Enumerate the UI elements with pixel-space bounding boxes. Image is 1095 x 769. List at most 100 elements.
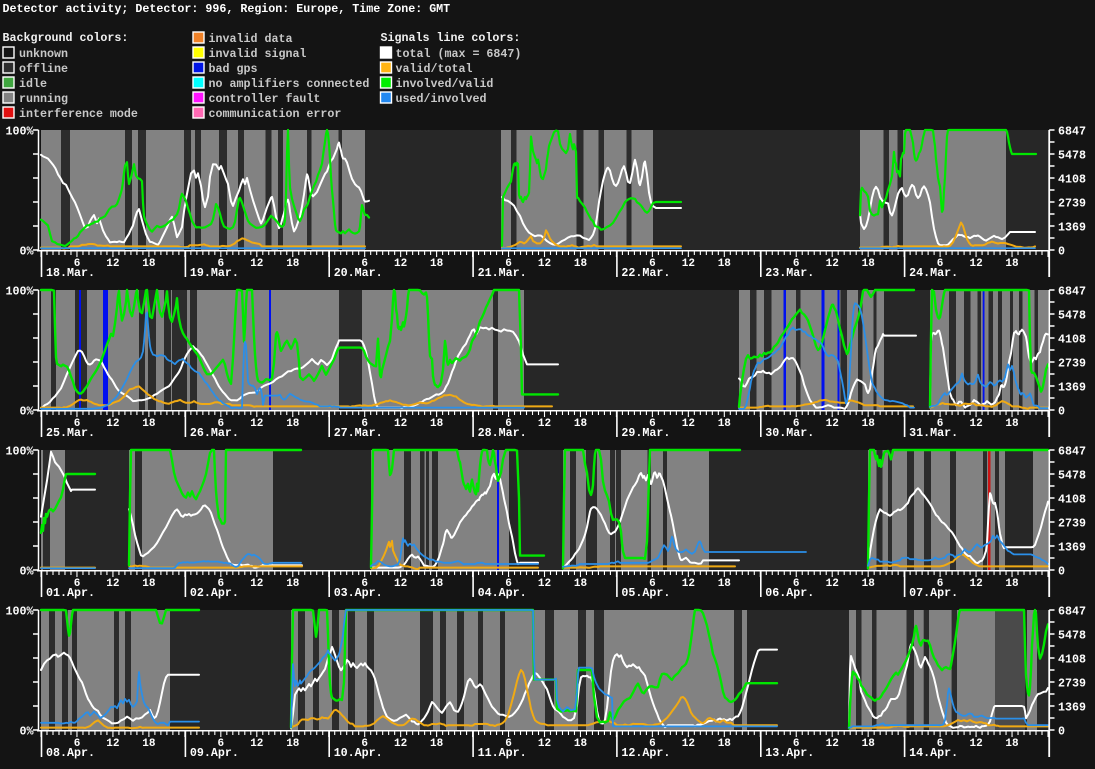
svg-text:05.Apr.: 05.Apr. <box>621 586 670 600</box>
svg-text:12: 12 <box>969 738 982 750</box>
svg-text:24.Mar.: 24.Mar. <box>909 266 958 280</box>
svg-text:0: 0 <box>1058 725 1065 739</box>
svg-text:12: 12 <box>250 418 263 430</box>
svg-text:6: 6 <box>217 738 224 750</box>
svg-text:6847: 6847 <box>1058 125 1086 139</box>
svg-text:18: 18 <box>286 738 300 750</box>
svg-text:unknown: unknown <box>19 47 68 61</box>
svg-text:18: 18 <box>574 738 588 750</box>
svg-text:6: 6 <box>74 418 81 430</box>
svg-text:12: 12 <box>106 578 119 590</box>
svg-text:Signals line colors:: Signals line colors: <box>381 31 521 45</box>
svg-text:6: 6 <box>937 258 944 270</box>
svg-text:invalid signal: invalid signal <box>209 47 307 61</box>
svg-text:valid/total: valid/total <box>396 62 473 76</box>
svg-text:6847: 6847 <box>1058 445 1086 459</box>
svg-text:12: 12 <box>250 738 263 750</box>
svg-text:6: 6 <box>74 738 81 750</box>
svg-text:6: 6 <box>649 418 656 430</box>
svg-text:controller fault: controller fault <box>209 92 321 106</box>
svg-text:6: 6 <box>937 738 944 750</box>
svg-text:06.Apr.: 06.Apr. <box>765 586 814 600</box>
svg-text:6: 6 <box>505 418 512 430</box>
svg-text:28.Mar.: 28.Mar. <box>478 426 527 440</box>
svg-text:27.Mar.: 27.Mar. <box>334 426 383 440</box>
svg-text:6: 6 <box>505 258 512 270</box>
svg-text:21.Mar.: 21.Mar. <box>478 266 527 280</box>
svg-text:6: 6 <box>649 738 656 750</box>
svg-text:18: 18 <box>862 578 876 590</box>
svg-text:0: 0 <box>1058 405 1065 419</box>
svg-text:10.Apr.: 10.Apr. <box>334 746 383 760</box>
svg-text:18: 18 <box>1005 738 1019 750</box>
svg-text:12: 12 <box>826 578 839 590</box>
svg-text:12: 12 <box>826 258 839 270</box>
svg-text:6: 6 <box>361 738 368 750</box>
svg-text:18: 18 <box>142 738 156 750</box>
svg-text:12: 12 <box>250 578 263 590</box>
svg-text:12.Apr.: 12.Apr. <box>621 746 670 760</box>
svg-text:20.Mar.: 20.Mar. <box>334 266 383 280</box>
svg-text:involved/valid: involved/valid <box>396 77 494 91</box>
svg-text:22.Mar.: 22.Mar. <box>621 266 670 280</box>
svg-text:6: 6 <box>649 578 656 590</box>
svg-text:1369: 1369 <box>1058 221 1086 235</box>
svg-text:07.Apr.: 07.Apr. <box>909 586 958 600</box>
svg-text:6: 6 <box>217 578 224 590</box>
svg-text:12: 12 <box>250 258 263 270</box>
svg-text:communication error: communication error <box>209 107 342 121</box>
svg-text:18: 18 <box>286 258 300 270</box>
svg-text:offline: offline <box>19 62 68 76</box>
svg-text:18: 18 <box>574 578 588 590</box>
svg-text:100%: 100% <box>6 285 34 299</box>
svg-text:12: 12 <box>969 418 982 430</box>
svg-text:11.Apr.: 11.Apr. <box>478 746 527 760</box>
svg-text:12: 12 <box>682 258 695 270</box>
svg-text:18: 18 <box>430 578 444 590</box>
svg-text:18: 18 <box>286 418 300 430</box>
svg-text:18: 18 <box>718 418 732 430</box>
svg-text:0%: 0% <box>20 725 34 739</box>
svg-text:18: 18 <box>1005 418 1019 430</box>
svg-text:0%: 0% <box>20 405 34 419</box>
svg-text:12: 12 <box>682 578 695 590</box>
svg-text:6: 6 <box>217 418 224 430</box>
svg-text:29.Mar.: 29.Mar. <box>621 426 670 440</box>
svg-text:12: 12 <box>538 258 551 270</box>
svg-text:6: 6 <box>649 258 656 270</box>
svg-text:18: 18 <box>718 258 732 270</box>
svg-text:1369: 1369 <box>1058 541 1086 555</box>
svg-text:2739: 2739 <box>1058 197 1086 211</box>
svg-text:12: 12 <box>969 578 982 590</box>
svg-text:12: 12 <box>106 418 119 430</box>
svg-text:14.Apr.: 14.Apr. <box>909 746 958 760</box>
svg-text:Detector activity; Detector: 9: Detector activity; Detector: 996, Region… <box>3 2 451 16</box>
svg-text:6: 6 <box>793 418 800 430</box>
svg-text:18: 18 <box>718 738 732 750</box>
svg-text:12: 12 <box>394 418 407 430</box>
svg-text:02.Apr.: 02.Apr. <box>190 586 239 600</box>
svg-text:2739: 2739 <box>1058 677 1086 691</box>
svg-text:19.Mar.: 19.Mar. <box>190 266 239 280</box>
svg-text:13.Apr.: 13.Apr. <box>765 746 814 760</box>
svg-text:4108: 4108 <box>1058 493 1086 507</box>
svg-text:no amplifiers connected: no amplifiers connected <box>209 77 370 91</box>
svg-text:2739: 2739 <box>1058 517 1086 531</box>
svg-text:100%: 100% <box>6 125 34 139</box>
svg-text:5478: 5478 <box>1058 469 1086 483</box>
svg-text:12: 12 <box>682 418 695 430</box>
svg-text:0%: 0% <box>20 565 34 579</box>
svg-text:6: 6 <box>361 258 368 270</box>
svg-text:invalid data: invalid data <box>209 32 293 46</box>
svg-text:bad gps: bad gps <box>209 62 258 76</box>
svg-text:6: 6 <box>505 578 512 590</box>
svg-text:18: 18 <box>1005 258 1019 270</box>
svg-text:6: 6 <box>793 738 800 750</box>
svg-text:interference mode: interference mode <box>19 107 138 121</box>
svg-text:12: 12 <box>538 738 551 750</box>
svg-text:23.Mar.: 23.Mar. <box>765 266 814 280</box>
svg-text:09.Apr.: 09.Apr. <box>190 746 239 760</box>
svg-text:12: 12 <box>394 578 407 590</box>
svg-text:running: running <box>19 92 68 106</box>
svg-text:12: 12 <box>394 258 407 270</box>
